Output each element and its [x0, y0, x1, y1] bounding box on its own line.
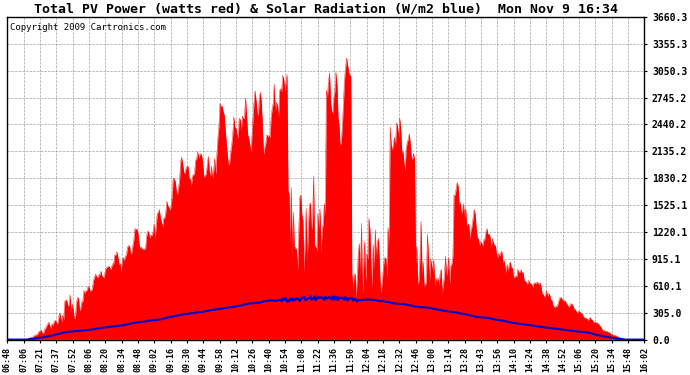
Text: Copyright 2009 Cartronics.com: Copyright 2009 Cartronics.com [10, 23, 166, 32]
Title: Total PV Power (watts red) & Solar Radiation (W/m2 blue)  Mon Nov 9 16:34: Total PV Power (watts red) & Solar Radia… [34, 3, 618, 16]
